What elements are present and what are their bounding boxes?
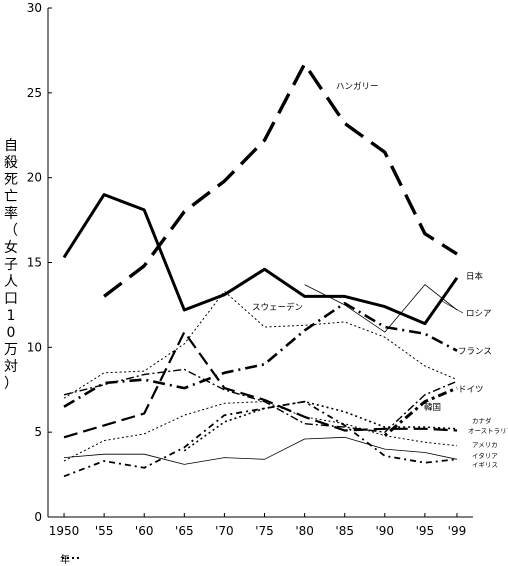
x-tick-label: '55 bbox=[95, 524, 114, 538]
y-tick-label: 15 bbox=[27, 256, 42, 270]
y-axis-label-char: 女 bbox=[4, 240, 18, 256]
y-tick-label: 20 bbox=[27, 171, 42, 185]
x-tick-label: '65 bbox=[175, 524, 194, 538]
x-tick-label: '90 bbox=[376, 524, 395, 538]
x-tick-label: '99 bbox=[448, 524, 467, 538]
x-tick-label: '95 bbox=[416, 524, 435, 538]
series-label-日本: 日本 bbox=[466, 271, 484, 282]
x-tick-label: '60 bbox=[135, 524, 154, 538]
y-axis-label-char: ） bbox=[4, 376, 18, 392]
series-label-ハンガリー: ハンガリー bbox=[336, 81, 379, 92]
y-tick-label: 25 bbox=[27, 86, 42, 100]
y-axis-label: 自殺死亡率（女子人口 1 0 万対） bbox=[2, 138, 20, 393]
y-axis-label-char: 1 bbox=[6, 308, 16, 324]
y-axis-label-char: 死 bbox=[4, 172, 18, 188]
y-tick-label: 5 bbox=[34, 425, 42, 439]
y-axis-label-char: 率 bbox=[4, 206, 18, 222]
x-tick-label: '85 bbox=[335, 524, 354, 538]
series-line-ハンガリー bbox=[103, 62, 458, 298]
leader-line bbox=[439, 299, 464, 314]
x-tick-label: '80 bbox=[295, 524, 314, 538]
series-label-ロシア: ロシア bbox=[466, 309, 492, 319]
series-line-カナダ bbox=[183, 400, 458, 452]
series-label-アメリカ: アメリカ bbox=[472, 441, 498, 449]
y-axis-label-char: 対 bbox=[4, 359, 18, 375]
series-label-ドイツ: ドイツ bbox=[458, 385, 484, 395]
series-line-イタリア bbox=[63, 436, 458, 465]
series-line-ドイツ bbox=[63, 368, 458, 433]
y-axis-label-char: 万 bbox=[4, 342, 18, 358]
y-axis-label-char: 0 bbox=[6, 325, 16, 341]
series-line-オーストラリア bbox=[63, 331, 458, 439]
series-label-フランス: フランス bbox=[458, 347, 492, 357]
y-axis-label-char: 子 bbox=[4, 257, 18, 273]
series-line-日本 bbox=[62, 193, 459, 326]
y-axis-label-char: 自 bbox=[4, 138, 18, 154]
y-axis-label-char: 亡 bbox=[4, 189, 18, 205]
series-line-韓国 bbox=[383, 386, 458, 437]
y-tick-label: 10 bbox=[27, 340, 42, 354]
x-tick-label: '70 bbox=[215, 524, 234, 538]
series-line-ロシア bbox=[304, 284, 458, 333]
x-axis-unit-label: 年 bbox=[60, 551, 70, 566]
x-tick-label: '75 bbox=[255, 524, 274, 538]
y-axis-label-char: 人 bbox=[4, 274, 18, 290]
x-unit-text: 年 bbox=[60, 555, 70, 566]
x-tick-label: 1950 bbox=[49, 524, 80, 538]
y-tick-label: 30 bbox=[27, 1, 42, 15]
series-line-アメリカ bbox=[63, 401, 458, 462]
series-line-イギリス bbox=[63, 400, 458, 478]
series-label-イタリア: イタリア bbox=[472, 451, 498, 460]
y-tick-label: 0 bbox=[34, 510, 42, 524]
series-label-スウェーデン: スウェーデン bbox=[252, 302, 303, 313]
y-axis-label-char: 殺 bbox=[4, 155, 18, 171]
series-label-カナダ: カナダ bbox=[472, 416, 492, 425]
series-label-イギリス: イギリス bbox=[472, 461, 498, 469]
y-axis-label-char: 口 bbox=[4, 291, 18, 307]
series-line-フランス bbox=[63, 301, 458, 408]
y-axis-label-char: （ bbox=[4, 223, 18, 239]
series-label-韓国: 韓国 bbox=[424, 402, 441, 413]
